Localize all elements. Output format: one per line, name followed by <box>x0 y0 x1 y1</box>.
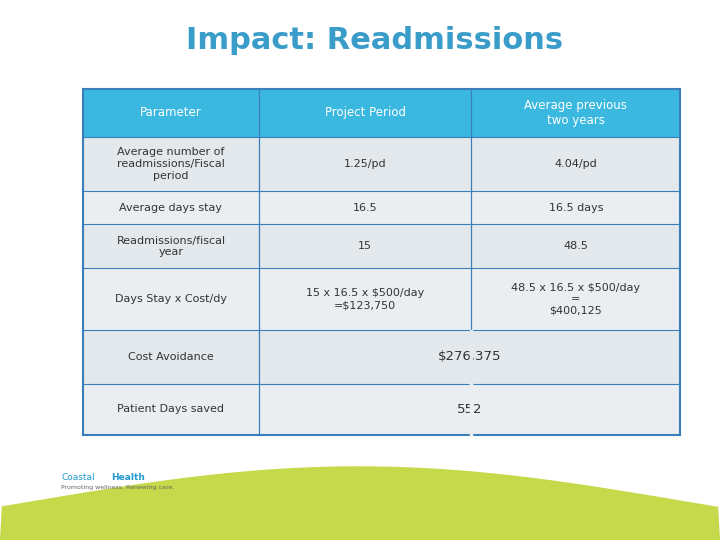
Text: $276,375: $276,375 <box>438 350 502 363</box>
Bar <box>259 89 471 137</box>
Bar <box>83 191 259 224</box>
Bar <box>471 89 680 137</box>
Text: 15: 15 <box>358 241 372 251</box>
Text: Average days stay: Average days stay <box>120 203 222 213</box>
Text: Cost Avoidance: Cost Avoidance <box>128 352 214 362</box>
Bar <box>259 137 471 191</box>
Bar <box>259 330 680 383</box>
Bar <box>83 137 259 191</box>
Bar <box>259 191 471 224</box>
Text: Average previous
two years: Average previous two years <box>524 99 627 127</box>
Text: 16.5 days: 16.5 days <box>549 203 603 213</box>
Text: Impact: Readmissions: Impact: Readmissions <box>186 26 563 55</box>
Bar <box>471 268 680 330</box>
Text: 48.5 x 16.5 x $500/day
=
$400,125: 48.5 x 16.5 x $500/day = $400,125 <box>511 282 640 316</box>
Bar <box>83 268 259 330</box>
Text: 1.25/pd: 1.25/pd <box>344 159 387 169</box>
Bar <box>259 268 471 330</box>
Bar <box>83 383 259 435</box>
Bar <box>259 383 680 435</box>
Bar <box>471 137 680 191</box>
Text: Coastal: Coastal <box>61 474 95 482</box>
Text: Parameter: Parameter <box>140 106 202 119</box>
Bar <box>83 330 259 383</box>
Polygon shape <box>0 467 720 540</box>
Text: Readmissions/fiscal
year: Readmissions/fiscal year <box>117 235 225 257</box>
Bar <box>471 224 680 268</box>
Text: Average number of
readmissions/Fiscal
period: Average number of readmissions/Fiscal pe… <box>117 147 225 181</box>
Text: Promoting wellness. Renewing care.: Promoting wellness. Renewing care. <box>61 485 174 490</box>
Bar <box>83 89 259 137</box>
Text: 16.5: 16.5 <box>353 203 377 213</box>
Text: Patient Days saved: Patient Days saved <box>117 404 225 414</box>
Text: Days Stay x Cost/dy: Days Stay x Cost/dy <box>115 294 227 304</box>
Text: 15 x 16.5 x $500/day
=$123,750: 15 x 16.5 x $500/day =$123,750 <box>306 288 424 310</box>
Text: 4.04/pd: 4.04/pd <box>554 159 597 169</box>
Text: 48.5: 48.5 <box>563 241 588 251</box>
Bar <box>259 224 471 268</box>
Bar <box>83 224 259 268</box>
Text: Project Period: Project Period <box>325 106 405 119</box>
Text: Health: Health <box>112 474 145 482</box>
Text: 552: 552 <box>457 403 482 416</box>
Bar <box>471 191 680 224</box>
